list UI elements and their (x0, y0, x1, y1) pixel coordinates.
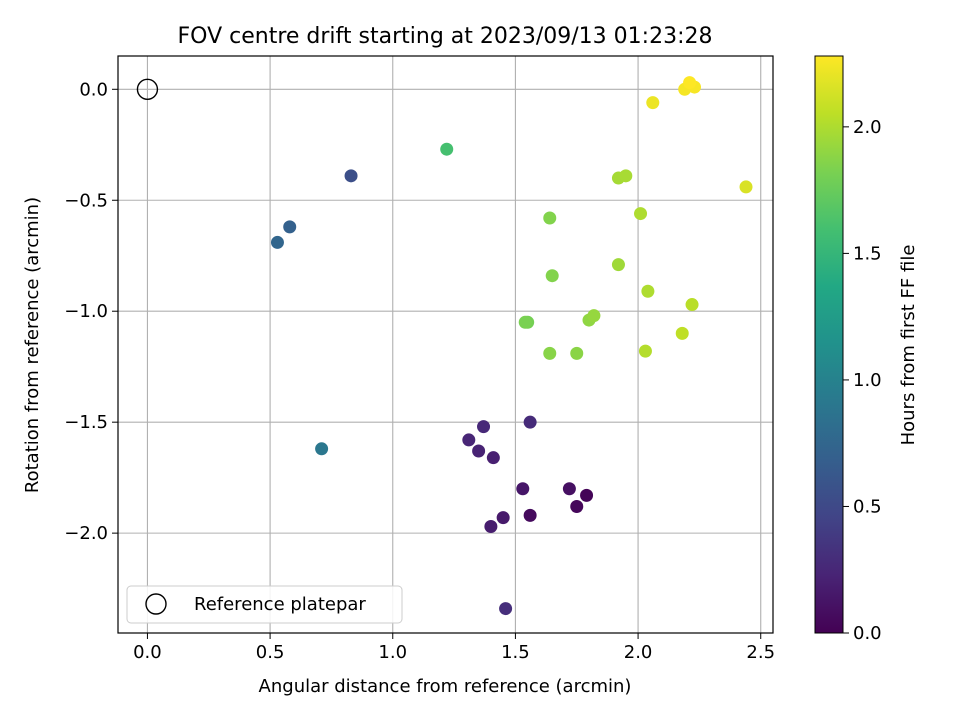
y-axis-label: Rotation from reference (arcmin) (22, 197, 43, 493)
data-point (477, 420, 491, 434)
x-tick-label: 2.0 (624, 642, 653, 663)
data-point (641, 284, 655, 298)
x-axis-label: Angular distance from reference (arcmin) (259, 676, 632, 697)
data-point (523, 415, 537, 429)
colorbar-tick-label: 2.0 (853, 117, 882, 138)
y-tick-label: 0.0 (79, 79, 108, 100)
reference-platepar-marker (136, 78, 159, 100)
data-point (587, 309, 601, 323)
y-tick-label: −1.5 (64, 412, 108, 433)
x-tick-label: 1.5 (501, 642, 530, 663)
x-tick-label: 2.5 (746, 642, 775, 663)
chart-title: FOV centre drift starting at 2023/09/13 … (178, 24, 713, 49)
legend: Reference platepar (126, 585, 403, 624)
data-point (486, 451, 500, 465)
data-point (440, 142, 454, 156)
data-point (523, 508, 537, 522)
data-point (315, 442, 329, 456)
legend-label: Reference platepar (194, 594, 366, 615)
data-point (739, 180, 753, 194)
colorbar: 0.0 0.5 1.0 1.5 2.0 Hours from first FF file (814, 55, 919, 644)
colorbar-tick-label: 1.0 (853, 370, 882, 391)
data-point (496, 511, 510, 525)
data-point (499, 602, 513, 616)
y-tick-label: −0.5 (64, 190, 108, 211)
data-point (545, 269, 559, 283)
data-point (472, 444, 486, 458)
data-point (543, 211, 557, 225)
data-points (270, 76, 753, 616)
data-point (270, 235, 284, 249)
data-point (619, 169, 633, 183)
data-point (683, 76, 697, 90)
x-tick-label: 0.5 (256, 642, 285, 663)
legend-box (126, 585, 403, 624)
colorbar-ticks: 0.0 0.5 1.0 1.5 2.0 (843, 117, 882, 644)
data-point (462, 433, 476, 447)
data-point (283, 220, 297, 234)
data-point (562, 482, 576, 496)
data-point (543, 346, 557, 360)
data-point (570, 346, 584, 360)
data-point (518, 315, 532, 329)
y-tick-label: −2.0 (64, 523, 108, 544)
data-point (570, 500, 584, 514)
data-point (646, 96, 660, 110)
data-point (675, 326, 689, 340)
colorbar-gradient (814, 55, 844, 634)
data-point (634, 207, 648, 221)
y-tick-label: −1.0 (64, 301, 108, 322)
x-axis-ticks: 0.0 0.5 1.0 1.5 2.0 2.5 (133, 633, 775, 663)
x-tick-label: 0.0 (133, 642, 162, 663)
data-point (638, 344, 652, 358)
legend-marker (145, 593, 167, 615)
colorbar-tick-label: 0.5 (853, 496, 882, 517)
colorbar-tick-label: 0.0 (853, 623, 882, 644)
data-point (516, 482, 530, 496)
grid-lines (118, 56, 773, 633)
data-point (580, 488, 594, 502)
data-point (611, 258, 625, 272)
y-axis-ticks: 0.0 −0.5 −1.0 −1.5 −2.0 (64, 79, 118, 544)
data-point (344, 169, 358, 183)
x-tick-label: 1.0 (378, 642, 407, 663)
colorbar-tick-label: 1.5 (853, 243, 882, 264)
colorbar-label: Hours from first FF file (898, 245, 919, 446)
plot-frame (117, 55, 774, 634)
data-point (685, 298, 699, 312)
data-point (484, 519, 498, 533)
